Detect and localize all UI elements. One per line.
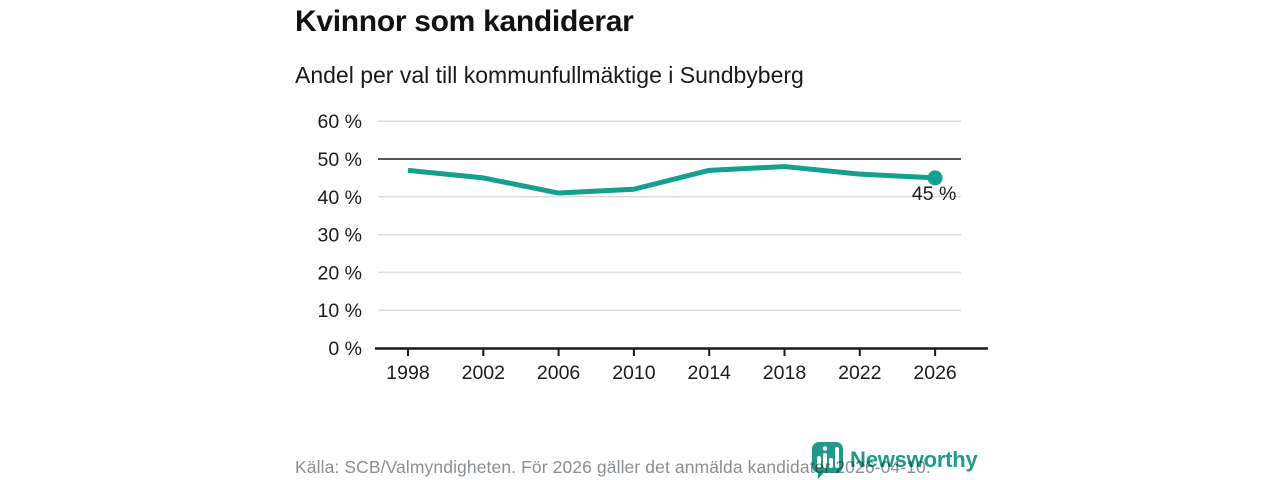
chart-subtitle: Andel per val till kommunfullmäktige i S…	[295, 62, 804, 88]
x-tick-label: 2010	[612, 362, 656, 384]
x-tick-label: 2018	[763, 362, 806, 384]
x-tick-label: 1998	[386, 362, 429, 384]
data-line	[407, 164, 936, 196]
y-tick-label: 10 %	[318, 300, 362, 322]
bar-chart-speech-bubble-icon	[812, 442, 843, 479]
x-tick-label: 2006	[537, 362, 580, 384]
end-point-label: 45 %	[912, 183, 956, 205]
x-tick-label: 2002	[462, 362, 505, 384]
x-tick-label: 2026	[913, 362, 956, 384]
y-tick-label: 30 %	[318, 225, 362, 247]
newsworthy-logo: Newsworthy	[811, 441, 978, 479]
y-tick-label: 0 %	[328, 338, 362, 360]
y-tick-label: 40 %	[318, 187, 362, 209]
x-tick-label: 2014	[688, 362, 732, 384]
y-axis-labels: 0 % 10 % 20 % 30 % 40 % 50 % 60 %	[318, 111, 362, 360]
y-tick-label: 50 %	[318, 149, 362, 171]
y-tick-label: 60 %	[318, 111, 362, 133]
x-axis: 1998 2002 2006 2010 2014 2018 2022 2026	[375, 347, 988, 384]
source-note: Källa: SCB/Valmyndigheten. För 2026 gäll…	[295, 457, 931, 477]
gridlines	[378, 120, 961, 311]
y-tick-label: 20 %	[318, 262, 362, 284]
end-point-dot	[927, 170, 943, 186]
chart-title: Kvinnor som kandiderar	[295, 5, 634, 38]
newsworthy-wordmark: Newsworthy	[850, 447, 978, 472]
x-tick-label: 2022	[838, 362, 881, 384]
